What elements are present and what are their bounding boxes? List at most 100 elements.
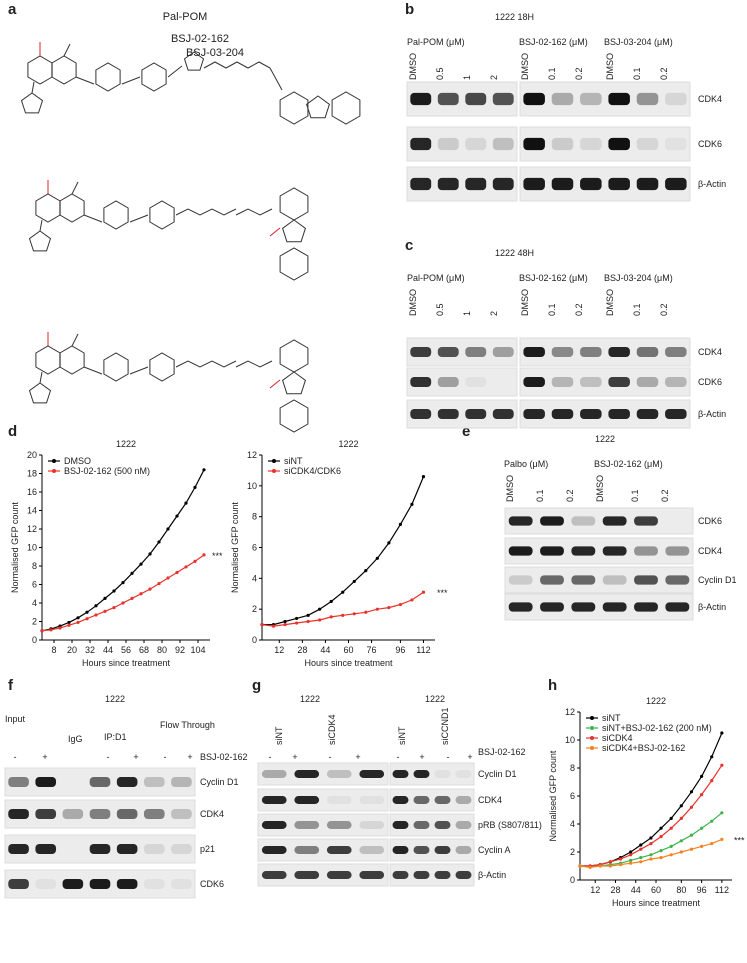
x-tick-label: 32 bbox=[85, 645, 95, 655]
point bbox=[659, 856, 663, 860]
lane-label: siCCND1 bbox=[440, 707, 450, 745]
annotation: *** bbox=[734, 835, 745, 845]
blot bbox=[504, 593, 694, 621]
band bbox=[571, 602, 596, 612]
row-label: pRB (S807/811) bbox=[478, 820, 542, 830]
x-tick-label: 44 bbox=[631, 885, 641, 895]
panel-title: 1222 bbox=[300, 694, 320, 704]
blot bbox=[389, 813, 475, 837]
point bbox=[679, 839, 683, 843]
lane-label: siCDK4 bbox=[327, 714, 337, 745]
point bbox=[184, 565, 188, 569]
lane-label: 1 bbox=[462, 75, 472, 80]
chart-title: 1222 bbox=[646, 696, 666, 706]
band bbox=[359, 796, 385, 804]
y-tick-label: 8 bbox=[570, 763, 575, 773]
point bbox=[720, 837, 724, 842]
band bbox=[89, 843, 111, 855]
point bbox=[689, 790, 694, 794]
ring bbox=[282, 219, 306, 243]
chain bbox=[203, 61, 271, 69]
x-tick-label: 112 bbox=[715, 885, 729, 895]
point bbox=[679, 850, 683, 854]
point bbox=[364, 569, 368, 573]
band bbox=[8, 776, 29, 788]
lane-label: DMSO bbox=[408, 53, 418, 80]
bond bbox=[129, 214, 149, 223]
point bbox=[710, 842, 714, 846]
lane-label: siNT bbox=[274, 726, 284, 745]
band bbox=[326, 846, 352, 854]
band bbox=[413, 846, 430, 854]
point bbox=[669, 844, 673, 849]
ring bbox=[35, 345, 61, 375]
band bbox=[359, 821, 385, 829]
row-label: CDK4 bbox=[478, 795, 502, 805]
row-label: β-Actin bbox=[698, 179, 726, 189]
band bbox=[608, 376, 630, 388]
y-tick-label: 16 bbox=[27, 487, 37, 497]
point bbox=[410, 598, 414, 602]
ring bbox=[103, 352, 129, 382]
ring bbox=[28, 382, 52, 404]
y-tick-label: 8 bbox=[252, 512, 257, 522]
band bbox=[580, 346, 602, 358]
y-tick-label: 10 bbox=[27, 543, 37, 553]
sign-label: + bbox=[133, 752, 138, 762]
y-tick-label: 12 bbox=[565, 707, 575, 717]
lane-label: 0.1 bbox=[632, 303, 642, 316]
band bbox=[8, 843, 29, 855]
band bbox=[116, 843, 138, 855]
point bbox=[669, 826, 673, 830]
x-tick-label: 12 bbox=[590, 885, 600, 895]
point bbox=[94, 613, 98, 617]
point bbox=[112, 606, 116, 610]
point bbox=[364, 610, 368, 614]
y-tick-label: 10 bbox=[565, 735, 575, 745]
blot bbox=[519, 126, 691, 162]
ring bbox=[331, 91, 361, 125]
x-tick-label: 20 bbox=[67, 645, 77, 655]
sign-label: - bbox=[397, 752, 400, 762]
band bbox=[455, 821, 472, 829]
point bbox=[130, 571, 134, 576]
sign-label: - bbox=[329, 752, 332, 762]
x-axis-label: Hours since treatment bbox=[304, 658, 393, 668]
sign-label: - bbox=[107, 752, 110, 762]
band bbox=[602, 546, 627, 556]
band bbox=[455, 871, 472, 879]
ring bbox=[27, 55, 53, 85]
band bbox=[413, 821, 430, 829]
band bbox=[116, 878, 138, 890]
bond bbox=[269, 227, 281, 237]
y-tick-label: 10 bbox=[247, 481, 257, 491]
band bbox=[437, 376, 459, 388]
panel-label: f bbox=[8, 677, 14, 694]
bond bbox=[167, 65, 183, 78]
band bbox=[523, 376, 545, 388]
series-line bbox=[262, 476, 425, 626]
band bbox=[602, 516, 627, 526]
band bbox=[261, 796, 287, 804]
band bbox=[465, 177, 487, 191]
point bbox=[629, 861, 633, 865]
x-tick-label: 76 bbox=[367, 645, 377, 655]
point bbox=[67, 620, 71, 625]
lane-label: siNT bbox=[397, 726, 407, 745]
band bbox=[492, 408, 514, 420]
point bbox=[166, 576, 170, 580]
legend-marker bbox=[590, 746, 594, 750]
band bbox=[571, 516, 596, 526]
band bbox=[392, 770, 409, 778]
point bbox=[112, 589, 116, 593]
legend-label: siCDK4/CDK6 bbox=[284, 466, 341, 476]
band bbox=[465, 376, 487, 388]
band bbox=[62, 808, 84, 820]
point bbox=[598, 864, 602, 868]
lane-label: 2 bbox=[489, 311, 499, 316]
band bbox=[580, 408, 602, 420]
lane-label: DMSO bbox=[605, 53, 615, 80]
row-label: Cyclin D1 bbox=[698, 575, 737, 585]
ring bbox=[35, 193, 61, 223]
